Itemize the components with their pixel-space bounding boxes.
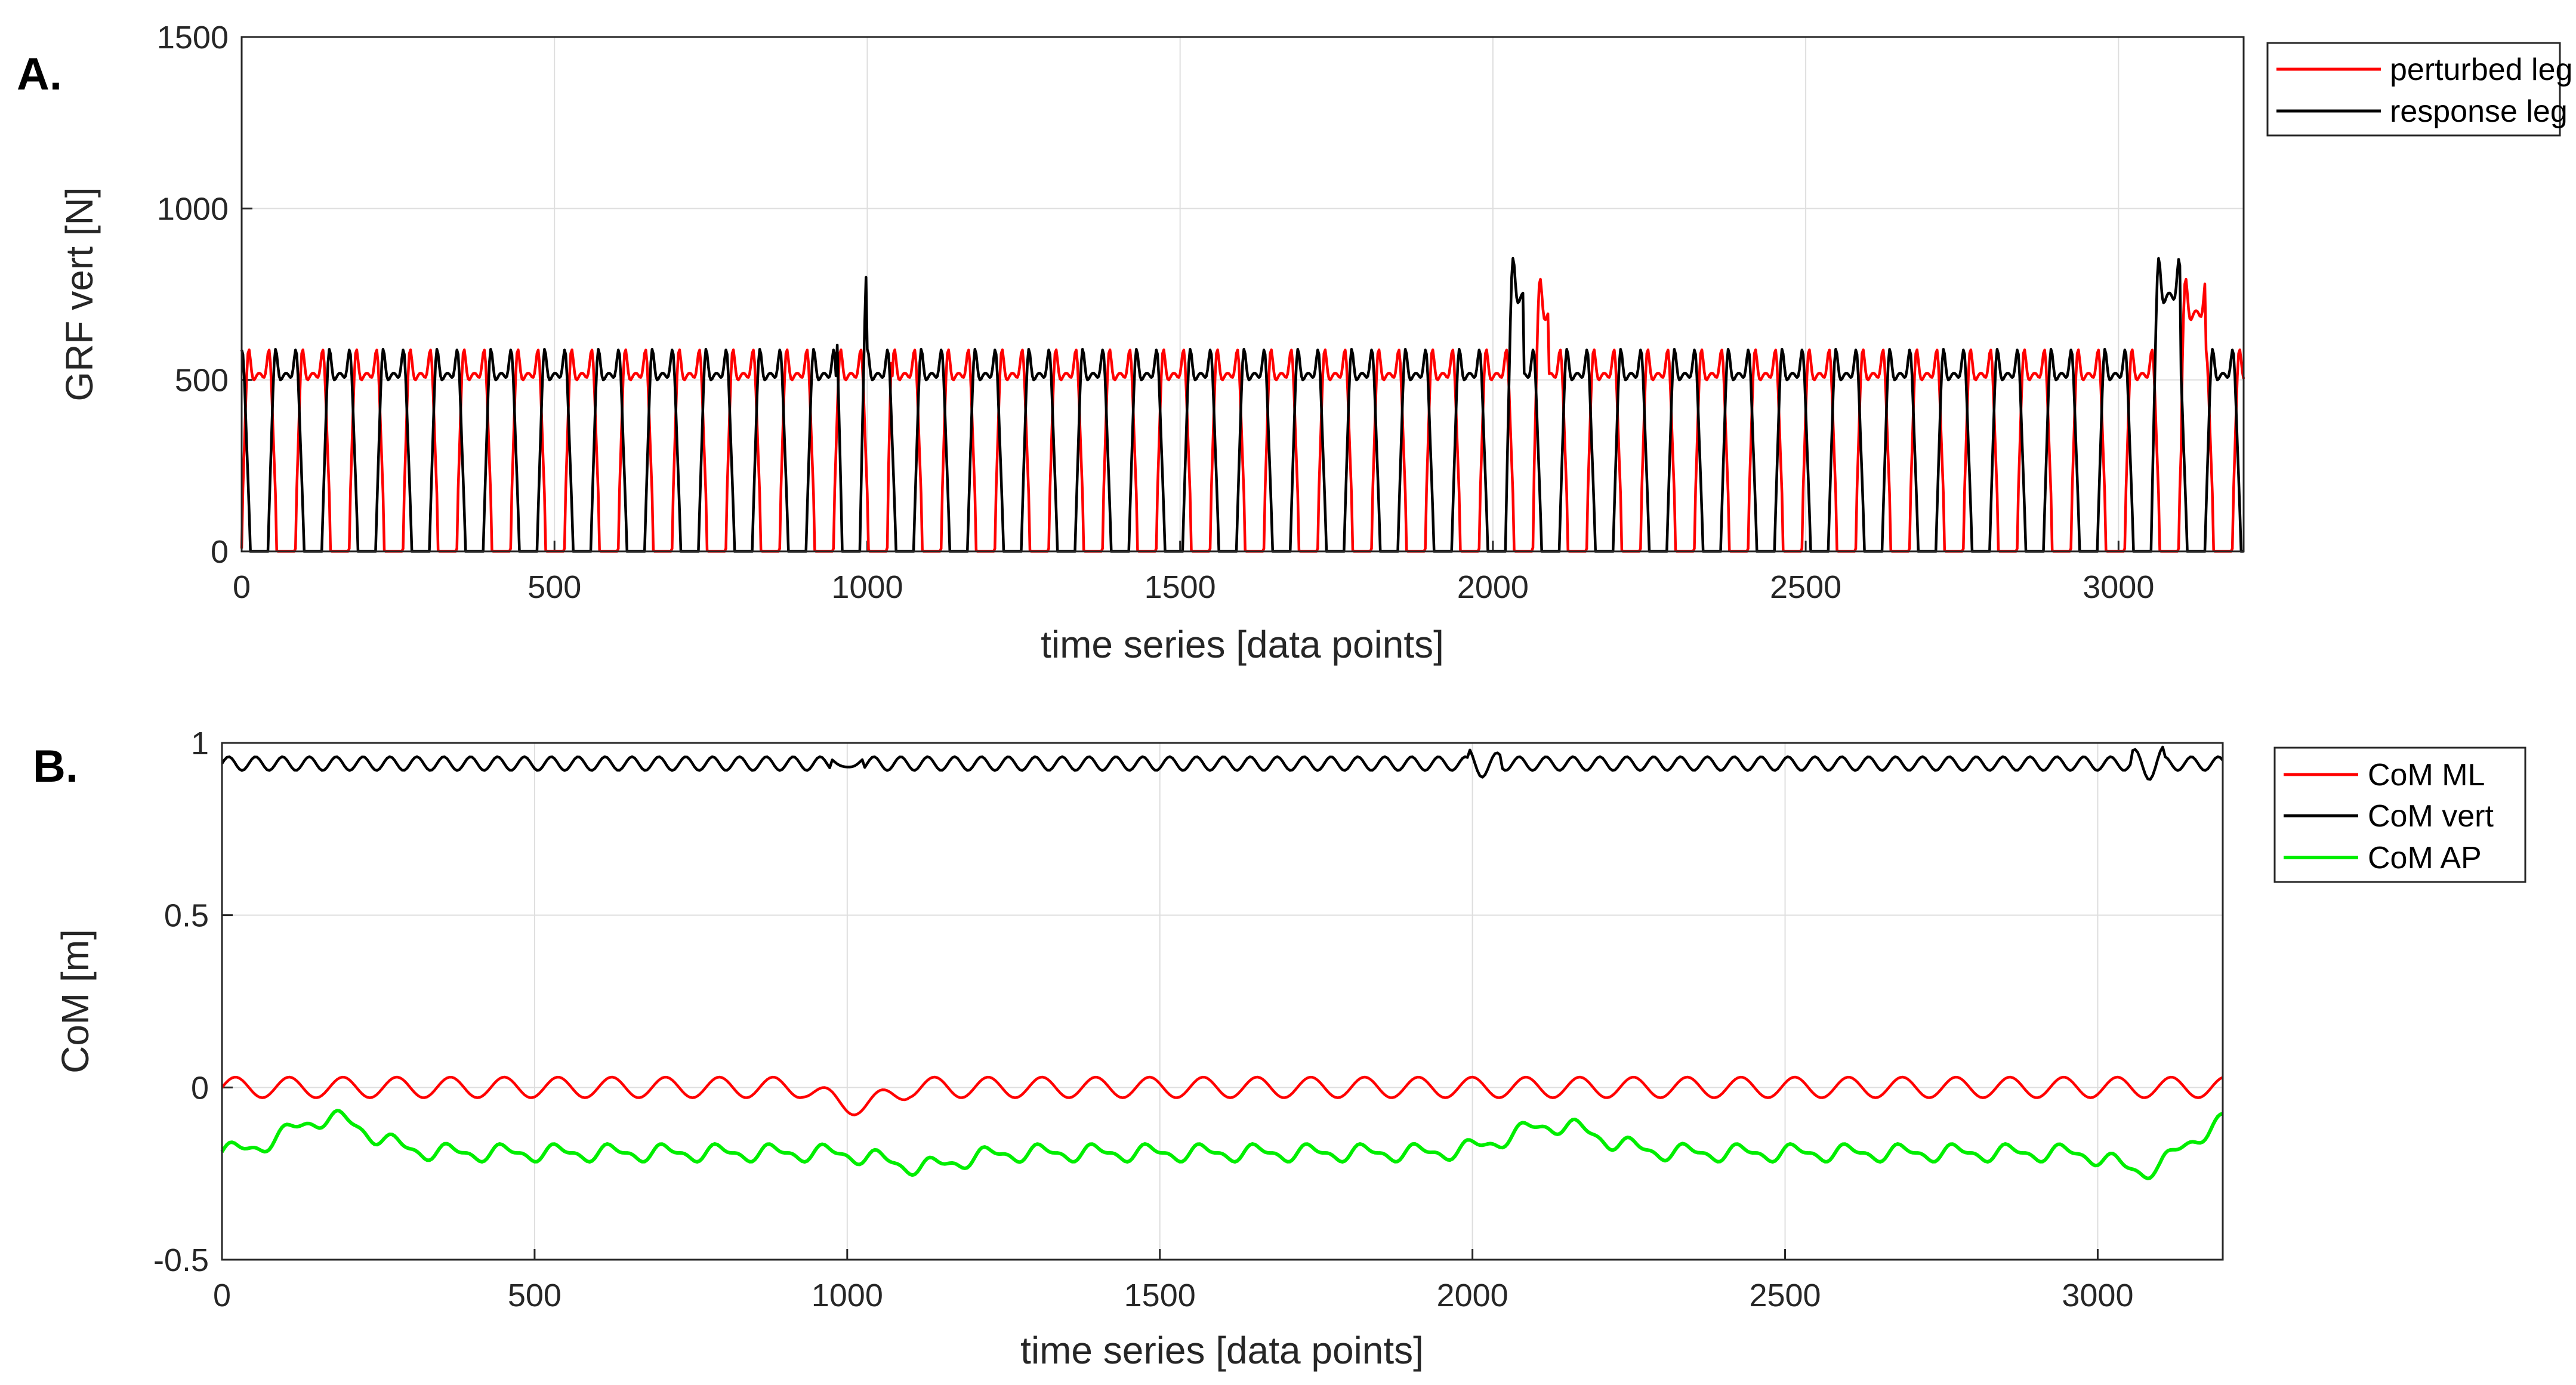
plot-area <box>222 743 2223 1260</box>
y-tick-label: 0 <box>211 534 229 570</box>
y-tick-label: 1 <box>191 726 209 761</box>
legend-box <box>2266 42 2561 137</box>
series-line-com-ap <box>220 1109 2223 1180</box>
x-tick-labels: 0 500 1000 1500 2000 2500 3000 <box>233 569 2154 605</box>
panel-a-label: A. <box>17 49 62 100</box>
x-tick-label: 2500 <box>1749 1278 1821 1313</box>
series-line-com-vert <box>221 745 2224 781</box>
x-tick-labels: 0 500 1000 1500 2000 2500 3000 <box>213 1278 2134 1313</box>
y-tick-label: 500 <box>175 363 229 399</box>
y-tick-label: 0.5 <box>164 898 209 934</box>
x-axis-label: time series [data points] <box>1041 623 1444 666</box>
series-layer <box>220 745 2224 1180</box>
x-tick-label: 1000 <box>812 1278 883 1313</box>
x-tick-label: 2000 <box>1457 569 1529 605</box>
x-tick-label: 0 <box>233 569 251 605</box>
legend-entry-com-ml: CoM ML <box>2368 758 2485 792</box>
series-line-com-ml <box>221 1075 2223 1116</box>
x-tick-label: 2000 <box>1437 1278 1508 1313</box>
x-tick-label: 3000 <box>2083 569 2154 605</box>
axes-box <box>240 36 2245 553</box>
axes-box <box>221 742 2224 1261</box>
y-tick-label: 1500 <box>157 20 229 55</box>
x-tick-label: 500 <box>527 569 581 605</box>
panel-a: A. 0 500 1000 1500 2000 2500 3000 0 500 1000 1500… <box>17 20 2572 666</box>
y-axis-label: GRF vert [N] <box>58 187 101 401</box>
x-tick-label: 1500 <box>1144 569 1216 605</box>
x-tick-label: 0 <box>213 1278 231 1313</box>
x-tick-label: 500 <box>508 1278 562 1313</box>
panel-b: B. 0 500 1000 1500 2000 2500 3000 -0.500.51 ti… <box>33 726 2526 1372</box>
legend-entry-response-leg: response leg <box>2390 94 2568 129</box>
x-tick-label: 1000 <box>831 569 903 605</box>
y-tick-labels: -0.5 0 0.5 1 <box>153 726 209 1278</box>
legend-entry-com-vert: CoM vert <box>2368 799 2494 834</box>
x-axis-label: time series [data points] <box>1020 1329 1424 1372</box>
x-tick-label: 1500 <box>1124 1278 1196 1313</box>
x-tick-label: 3000 <box>2062 1278 2133 1313</box>
y-tick-label: -0.5 <box>153 1242 209 1278</box>
series-line-perturbed <box>240 277 2245 553</box>
panel-b-label: B. <box>33 741 78 792</box>
y-tick-label: 1000 <box>157 191 229 227</box>
legend: CoM ML CoM vert CoM AP <box>2273 747 2526 883</box>
legend: perturbed leg response leg <box>2266 42 2572 137</box>
y-tick-label: 0 <box>191 1070 209 1106</box>
y-tick-labels: 0 500 1000 1500 <box>157 20 229 570</box>
legend-entry-com-ap: CoM AP <box>2368 841 2482 875</box>
x-tick-label: 2500 <box>1770 569 1841 605</box>
legend-entry-perturbed-leg: perturbed leg <box>2390 53 2572 87</box>
y-axis-label: CoM [m] <box>54 929 97 1074</box>
